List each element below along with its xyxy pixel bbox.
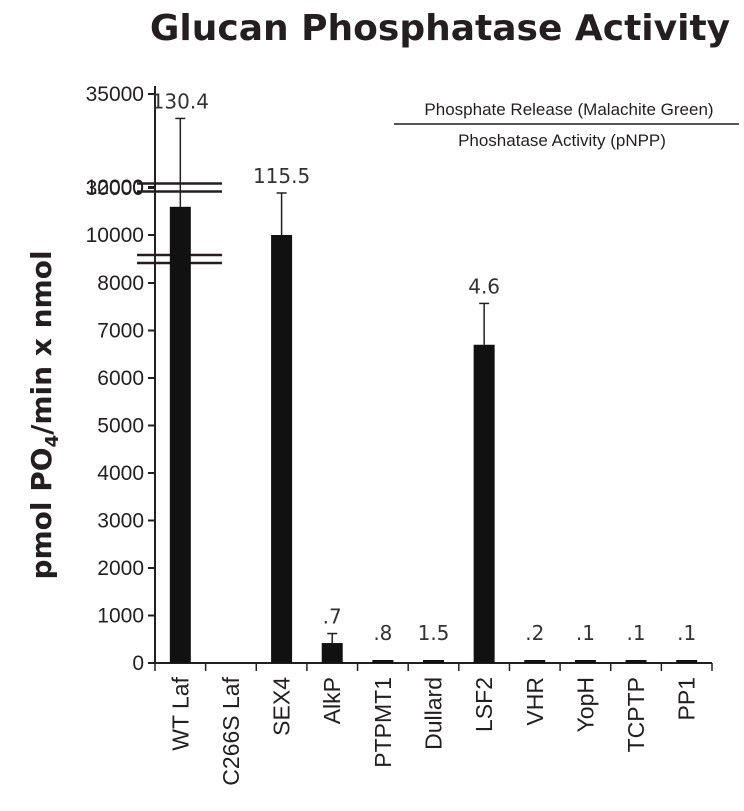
data-label: .2	[525, 621, 544, 645]
x-tick-label: PTPMT1	[370, 677, 396, 768]
legend-denominator: Phoshatase Activity (pNPP)	[458, 131, 666, 150]
y-tick-label: 4000	[97, 462, 144, 485]
y-tick-label: 2000	[97, 557, 144, 580]
y-tick-label: 5000	[97, 415, 144, 438]
x-tick-label: SEX4	[269, 677, 295, 736]
y-tick-label: 7000	[97, 320, 144, 343]
bar	[169, 206, 191, 664]
bar	[676, 660, 698, 663]
y-tick-label: 6000	[97, 367, 144, 390]
bar	[372, 660, 394, 663]
bar	[271, 235, 293, 663]
x-tick-label: C266S Laf	[218, 676, 244, 785]
y-axis-label: pmol PO4/min x nmol	[25, 250, 63, 579]
y-tick-label: 12000	[86, 176, 144, 199]
y-tick-label: 10000	[86, 224, 144, 247]
y-tick-label: 8000	[97, 272, 144, 295]
legend-numerator: Phosphate Release (Malachite Green)	[424, 100, 713, 119]
x-tick-label: AlkP	[319, 677, 345, 724]
data-label: 4.6	[468, 274, 500, 298]
bar	[321, 643, 343, 663]
data-label: .1	[626, 621, 645, 645]
x-tick-label: YopH	[572, 677, 598, 732]
x-tick-label: TCPTP	[623, 677, 649, 752]
data-label: 130.4	[152, 89, 209, 113]
data-label: .1	[677, 621, 696, 645]
bar	[473, 344, 495, 663]
y-tick-label: 30000	[86, 177, 144, 200]
y-tick-label: 0	[132, 652, 144, 675]
data-label: .8	[373, 621, 392, 645]
bars	[169, 117, 698, 664]
bar	[625, 660, 647, 663]
bar	[574, 660, 596, 663]
bar	[524, 660, 546, 663]
legend: Phosphate Release (Malachite Green) Phos…	[394, 100, 739, 150]
data-label: 1.5	[418, 621, 450, 645]
data-label: 115.5	[253, 164, 310, 188]
x-tick-label: Dullard	[421, 677, 447, 750]
y-tick-label: 1000	[97, 605, 144, 628]
y-tick-label: 35000	[86, 83, 144, 106]
labels: 130.4 WT Laf C266S Laf 115.5 SEX4 .7 AlkP .8 PTP…	[152, 89, 700, 785]
data-label: .1	[576, 621, 595, 645]
y-tick-label: 3000	[97, 510, 144, 533]
data-label: .7	[323, 605, 342, 629]
x-tick-label: VHR	[522, 677, 548, 726]
x-tick-label: WT Laf	[167, 676, 193, 750]
x-tick-label: PP1	[674, 677, 700, 720]
chart-title: Glucan Phosphatase Activity	[150, 8, 730, 49]
bar	[423, 660, 444, 663]
x-tick-label: LSF2	[471, 677, 497, 732]
